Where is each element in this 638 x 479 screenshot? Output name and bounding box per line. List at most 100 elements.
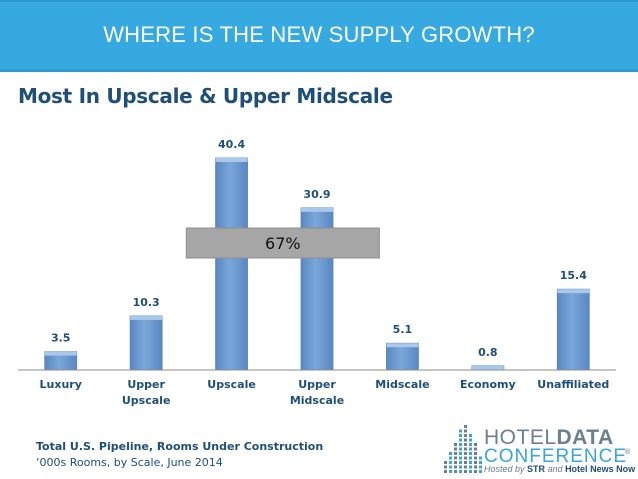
logo-dot (474, 465, 477, 469)
bar-top-highlight (44, 351, 77, 356)
logo-dot (449, 470, 452, 473)
x-tick-label: Unaffiliated (537, 378, 609, 391)
logo-dot (449, 461, 452, 464)
logo-data-text: DATA (556, 426, 614, 449)
logo-dot (444, 470, 447, 473)
x-tick-label: Economy (460, 378, 516, 391)
logo-hotel-text: HOTEL (484, 426, 557, 449)
hotel-data-conference-logo: HOTELDATA CONFERENCE ® Hosted by STR and… (440, 422, 636, 474)
bar-top-highlight (301, 207, 333, 212)
logo-dot (444, 461, 447, 464)
logo-dot (454, 452, 457, 455)
data-label: 40.4 (218, 138, 245, 151)
logo-dot (474, 447, 477, 451)
logo-dot (454, 443, 457, 446)
bar-midscale (386, 342, 419, 371)
annotation-label: 67% (265, 234, 301, 253)
logo-dot (479, 461, 482, 464)
chart-subtitle: Most In Upscale & Upper Midscale (18, 84, 393, 108)
bar-upper-upscale (129, 315, 163, 371)
header-bar: WHERE IS THE NEW SUPPLY GROWTH? (0, 0, 638, 72)
bar-top-highlight (130, 315, 163, 320)
logo-dot (459, 438, 462, 442)
x-tick-label: Midscale (375, 378, 429, 391)
logo-dot (464, 425, 467, 428)
bar-unaffiliated (556, 288, 590, 371)
logo-dot (444, 465, 447, 469)
logo-dot (479, 470, 482, 473)
logo-dot (469, 456, 472, 460)
bar-top-highlight (386, 343, 419, 348)
hosted-and: and (545, 464, 566, 474)
hosted-str: STR (527, 464, 546, 474)
logo-dot (464, 465, 467, 469)
logo-dot (454, 456, 457, 460)
logo-dot (454, 465, 457, 469)
data-label: 15.4 (560, 269, 587, 282)
x-tick-label: Upper (127, 378, 165, 391)
x-tick-label: Upper (298, 378, 336, 391)
logo-dot (459, 461, 462, 464)
logo-dot (459, 429, 462, 433)
logo-dot (469, 434, 472, 437)
logo-dot (469, 447, 472, 451)
logo-dot (474, 443, 477, 446)
logo-dot (469, 461, 472, 464)
data-label: 10.3 (133, 296, 160, 309)
data-label: 5.1 (393, 323, 413, 336)
logo-dot (464, 456, 467, 460)
logo-dot (454, 447, 457, 451)
logo-equalizer-icon (444, 425, 482, 473)
logo-dot (469, 443, 472, 446)
hosted-hnn: Hotel News Now (565, 464, 636, 474)
footnote-subtitle: ’000s Rooms, by Scale, June 2014 (36, 456, 223, 469)
logo-dot (459, 443, 462, 446)
logo-dot (464, 429, 467, 433)
x-tick-label: Midscale (290, 394, 344, 407)
annotation-box (185, 227, 380, 259)
logo-dot (464, 461, 467, 464)
bar-upscale (215, 157, 248, 371)
logo-dot (459, 456, 462, 460)
logo-conference-text: CONFERENCE (484, 446, 628, 467)
logo-dot (479, 456, 482, 460)
logo-dot (459, 434, 462, 437)
logo-dot (464, 452, 467, 455)
data-label: 3.5 (51, 332, 71, 345)
slide-title: WHERE IS THE NEW SUPPLY GROWTH? (103, 22, 535, 47)
logo-dot (464, 443, 467, 446)
logo-dot (474, 461, 477, 464)
logo-dot (464, 438, 467, 442)
footnote-title: Total U.S. Pipeline, Rooms Under Constru… (36, 440, 324, 453)
bar-top-highlight (557, 289, 590, 294)
logo-dot (474, 470, 477, 473)
logo-dot (459, 465, 462, 469)
x-tick-label: Upscale (207, 378, 256, 391)
logo-dot (464, 470, 467, 473)
footnote: Total U.S. Pipeline, Rooms Under Constru… (36, 440, 323, 469)
logo-dot (474, 456, 477, 460)
bar-top-highlight (471, 365, 504, 370)
logo-dot (459, 470, 462, 473)
x-tick-label: Luxury (40, 378, 82, 391)
logo-dot (459, 452, 462, 455)
logo-dot (469, 470, 472, 473)
logo-dot (469, 438, 472, 442)
logo-dot (454, 461, 457, 464)
logo-hosted-by: Hosted by STR and Hotel News Now (484, 464, 635, 474)
data-label: 30.9 (303, 188, 330, 201)
x-tick-label: Upscale (122, 394, 171, 407)
logo-registered-mark: ® (624, 448, 631, 456)
logo-dot (479, 465, 482, 469)
logo-dot (449, 452, 452, 455)
logo-dot (459, 447, 462, 451)
logo-dot (474, 452, 477, 455)
logo-dot (449, 456, 452, 460)
logo-dot (469, 452, 472, 455)
logo-dot (464, 434, 467, 437)
logo-dot (449, 465, 452, 469)
data-label: 0.8 (478, 346, 498, 359)
logo-wordmark: HOTELDATA (484, 426, 614, 450)
logo-dot (469, 465, 472, 469)
